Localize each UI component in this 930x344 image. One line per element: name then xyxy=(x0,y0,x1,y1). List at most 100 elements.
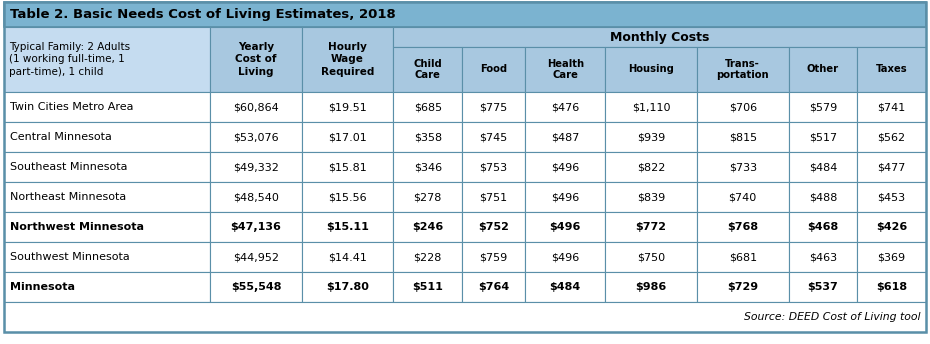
Bar xyxy=(697,92,789,122)
Bar xyxy=(462,92,525,122)
Text: $477: $477 xyxy=(877,162,906,172)
Bar xyxy=(857,272,926,302)
Bar xyxy=(857,212,926,242)
Bar xyxy=(789,92,857,122)
Text: $488: $488 xyxy=(809,192,837,202)
Text: $706: $706 xyxy=(729,102,757,112)
Text: Minnesota: Minnesota xyxy=(10,282,75,292)
Bar xyxy=(4,122,210,152)
Text: $468: $468 xyxy=(807,222,839,232)
Bar xyxy=(4,2,926,27)
Text: $822: $822 xyxy=(637,162,665,172)
Bar xyxy=(210,182,302,212)
Text: $775: $775 xyxy=(480,102,508,112)
Text: Table 2. Basic Needs Cost of Living Estimates, 2018: Table 2. Basic Needs Cost of Living Esti… xyxy=(10,8,396,21)
Text: Typical Family: 2 Adults
(1 working full-time, 1
part-time), 1 child: Typical Family: 2 Adults (1 working full… xyxy=(9,42,130,77)
Bar xyxy=(605,242,697,272)
Text: $753: $753 xyxy=(480,162,508,172)
Text: $751: $751 xyxy=(480,192,508,202)
Bar xyxy=(4,212,210,242)
Bar xyxy=(4,272,210,302)
Bar xyxy=(462,272,525,302)
Bar xyxy=(302,182,393,212)
Text: $740: $740 xyxy=(728,192,757,202)
Text: $496: $496 xyxy=(551,162,579,172)
Text: $537: $537 xyxy=(807,282,838,292)
Text: Food: Food xyxy=(480,65,507,75)
Bar xyxy=(525,92,605,122)
Bar xyxy=(462,122,525,152)
Text: $839: $839 xyxy=(637,192,665,202)
Text: $759: $759 xyxy=(480,252,508,262)
Bar xyxy=(4,152,210,182)
Text: $369: $369 xyxy=(878,252,906,262)
Bar xyxy=(393,272,462,302)
Text: $15.56: $15.56 xyxy=(328,192,367,202)
Text: $49,332: $49,332 xyxy=(233,162,279,172)
Text: $55,548: $55,548 xyxy=(231,282,281,292)
Bar xyxy=(857,152,926,182)
Bar xyxy=(789,272,857,302)
Text: $484: $484 xyxy=(809,162,837,172)
Bar xyxy=(393,122,462,152)
Bar xyxy=(393,182,462,212)
Bar xyxy=(789,182,857,212)
Text: Northwest Minnesota: Northwest Minnesota xyxy=(10,222,144,232)
Text: $246: $246 xyxy=(412,222,444,232)
Text: Child
Care: Child Care xyxy=(414,59,442,80)
Bar xyxy=(302,212,393,242)
Bar xyxy=(525,182,605,212)
Text: $14.41: $14.41 xyxy=(328,252,367,262)
Bar xyxy=(4,302,926,332)
Text: $745: $745 xyxy=(480,132,508,142)
Text: Health
Care: Health Care xyxy=(547,59,584,80)
Text: Yearly
Cost of
Living: Yearly Cost of Living xyxy=(235,42,277,77)
Text: $48,540: $48,540 xyxy=(233,192,279,202)
Text: $487: $487 xyxy=(551,132,579,142)
Text: $939: $939 xyxy=(637,132,665,142)
Bar xyxy=(789,122,857,152)
Text: $618: $618 xyxy=(876,282,907,292)
Bar xyxy=(605,47,697,92)
Bar xyxy=(393,212,462,242)
Bar xyxy=(393,47,462,92)
Text: $496: $496 xyxy=(550,222,581,232)
Text: Northeast Minnesota: Northeast Minnesota xyxy=(10,192,126,202)
Bar xyxy=(697,47,789,92)
Bar xyxy=(462,47,525,92)
Text: $768: $768 xyxy=(727,222,758,232)
Text: Twin Cities Metro Area: Twin Cities Metro Area xyxy=(10,102,134,112)
Text: $741: $741 xyxy=(878,102,906,112)
Bar xyxy=(210,242,302,272)
Text: $752: $752 xyxy=(478,222,509,232)
Text: $511: $511 xyxy=(412,282,444,292)
Bar xyxy=(302,152,393,182)
Text: $733: $733 xyxy=(729,162,757,172)
Bar xyxy=(697,212,789,242)
Text: $476: $476 xyxy=(551,102,579,112)
Text: $453: $453 xyxy=(878,192,906,202)
Bar xyxy=(857,92,926,122)
Text: $750: $750 xyxy=(637,252,665,262)
Text: $53,076: $53,076 xyxy=(233,132,279,142)
Bar xyxy=(4,242,210,272)
Bar xyxy=(393,152,462,182)
Text: $17.01: $17.01 xyxy=(328,132,367,142)
Text: $463: $463 xyxy=(809,252,837,262)
Bar xyxy=(462,242,525,272)
Bar xyxy=(302,122,393,152)
Bar xyxy=(525,212,605,242)
Text: $426: $426 xyxy=(876,222,908,232)
Text: Housing: Housing xyxy=(628,65,674,75)
Bar xyxy=(605,272,697,302)
Text: $278: $278 xyxy=(414,192,442,202)
Bar xyxy=(302,27,393,92)
Text: Other: Other xyxy=(807,65,839,75)
Bar xyxy=(525,242,605,272)
Bar xyxy=(605,122,697,152)
Bar xyxy=(525,122,605,152)
Bar xyxy=(697,152,789,182)
Text: $44,952: $44,952 xyxy=(233,252,279,262)
Text: $815: $815 xyxy=(729,132,757,142)
Bar xyxy=(525,152,605,182)
